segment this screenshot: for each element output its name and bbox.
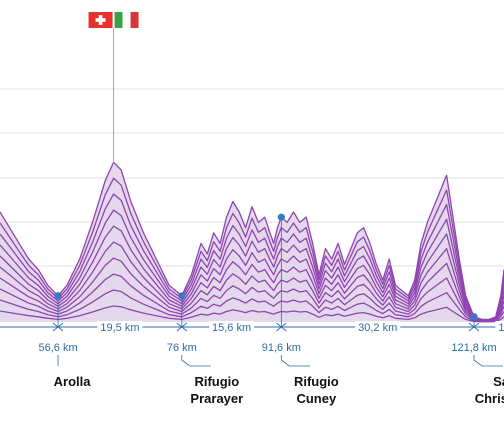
profile-layer-8 xyxy=(0,289,504,323)
segment-label-2: 30,2 km xyxy=(358,322,397,334)
flag-italy-green xyxy=(114,12,123,28)
segment-label-3: 14, xyxy=(498,322,504,334)
waypoint-name-0-0: Arolla xyxy=(54,374,92,389)
profile-layer-3 xyxy=(0,209,504,321)
profile-layer-6 xyxy=(0,257,504,322)
profile-layer-9 xyxy=(0,305,504,323)
flag-italy-red xyxy=(130,12,139,28)
profile-layer-2 xyxy=(0,193,504,321)
flag-italy-white xyxy=(122,12,131,28)
waypoint-tick-1 xyxy=(176,322,188,332)
waypoint-markers: 56,6 km Arolla 76 km Rifugio Prarayer 91,6 km… xyxy=(38,213,504,406)
segment-label-bg-2 xyxy=(355,321,401,335)
border-marker xyxy=(88,12,139,165)
waypoint-name-3-1: Christophe xyxy=(475,391,504,406)
waypoint-name-2-0: Rifugio xyxy=(294,374,339,389)
waypoint-name-3-0: Saint xyxy=(493,374,504,389)
waypoint-km-label-3: 121,8 km xyxy=(451,342,496,354)
waypoint-marker-1 xyxy=(178,292,186,300)
profile-layer-1 xyxy=(0,177,504,321)
waypoint-tick-0 xyxy=(52,322,64,332)
waypoint-name-1-1: Prarayer xyxy=(190,391,243,406)
waypoint-leader-3 xyxy=(473,355,504,367)
segment-label-0: 19,5 km xyxy=(100,322,139,334)
waypoint-tick-3 xyxy=(468,322,480,332)
segment-label-bg-3 xyxy=(495,321,504,335)
waypoint-marker-0 xyxy=(54,292,62,300)
waypoint-tick-2 xyxy=(276,322,287,332)
waypoint-leader-2 xyxy=(280,355,311,367)
profile-layer-7 xyxy=(0,273,504,322)
waypoint-name-2-1: Cuney xyxy=(296,391,337,406)
waypoint-name-1-0: Rifugio xyxy=(194,374,239,389)
waypoint-km-label-1: 76 km xyxy=(167,342,197,354)
segment-scale: 19,5 km 15,6 km 30,2 km 14, xyxy=(0,321,504,335)
waypoint-marker-2 xyxy=(277,213,285,221)
segment-label-bg-1 xyxy=(209,321,255,335)
profile-layer-0 xyxy=(0,161,504,321)
segment-label-bg-0 xyxy=(97,321,143,335)
segment-label-1: 15,6 km xyxy=(212,322,251,334)
profile-area xyxy=(0,161,504,323)
flag-switzerland-cross-h xyxy=(95,18,106,22)
waypoint-km-label-2: 91,6 km xyxy=(262,342,301,354)
waypoint-marker-3 xyxy=(470,313,478,321)
profile-layer-5 xyxy=(0,241,504,322)
waypoint-leader-1 xyxy=(181,355,211,367)
profile-layer-4 xyxy=(0,225,504,322)
waypoint-km-label-0: 56,6 km xyxy=(38,342,77,354)
